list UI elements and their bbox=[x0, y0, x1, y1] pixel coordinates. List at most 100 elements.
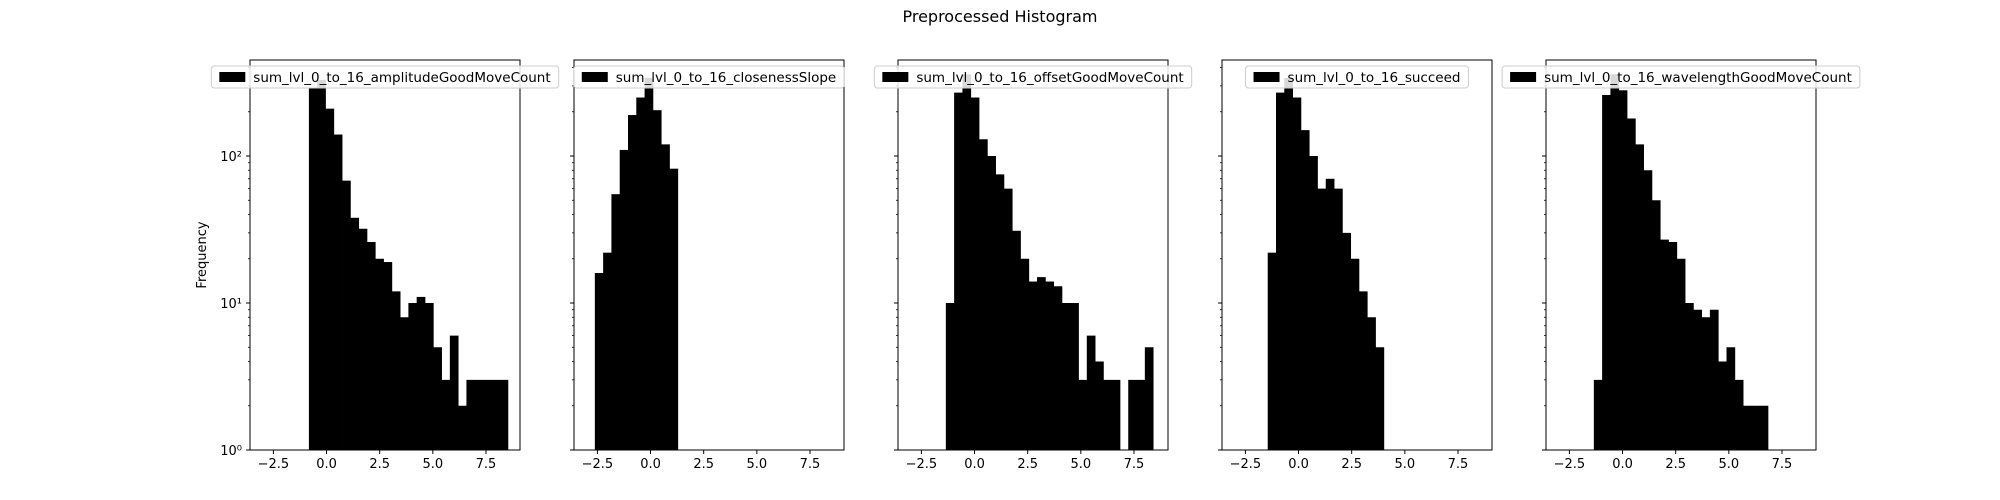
histogram-bar bbox=[987, 156, 996, 450]
histogram-bar bbox=[1292, 97, 1302, 451]
histogram-bar bbox=[1086, 335, 1096, 450]
x-tick-label: −2.5 bbox=[582, 457, 614, 472]
histogram-bar bbox=[979, 139, 988, 450]
y-axis-ticks bbox=[570, 67, 574, 451]
histogram-bar bbox=[1643, 170, 1653, 450]
x-tick-label: 2.5 bbox=[1017, 457, 1038, 472]
histogram-bar bbox=[1627, 118, 1636, 451]
histogram-bar bbox=[1342, 232, 1352, 450]
histogram-bar bbox=[1103, 379, 1113, 450]
histogram-bar bbox=[1593, 379, 1603, 450]
x-axis-ticks: −2.5 0.0 2.5 5.0 7.5 bbox=[582, 450, 821, 472]
legend-swatch bbox=[219, 72, 246, 82]
histogram-bar bbox=[644, 77, 654, 450]
histogram-bar bbox=[1284, 77, 1293, 450]
histogram-bar bbox=[1111, 379, 1121, 450]
legend-3: sum_lvl_0_to_16_offsetGoodMoveCount bbox=[873, 65, 1193, 89]
legends: sum_lvl_0_to_16_amplitudeGoodMoveCount su… bbox=[210, 65, 1861, 89]
legend-swatch bbox=[882, 72, 909, 82]
histogram-bar bbox=[1685, 303, 1694, 450]
histogram-panel-1: −2.5 0.0 2.5 5.0 7.5 10⁰ 10¹ 10² Frequency bbox=[195, 59, 521, 472]
histogram-panel-4: −2.5 0.0 2.5 5.0 7.5 bbox=[1218, 59, 1493, 472]
legend-swatch bbox=[1253, 72, 1280, 82]
x-tick-label: 7.5 bbox=[800, 457, 821, 472]
histogram-bars bbox=[594, 77, 679, 451]
axes-frame bbox=[573, 59, 845, 451]
histogram-bar bbox=[1267, 252, 1277, 450]
histogram-bar bbox=[1037, 277, 1046, 450]
histogram-bar bbox=[433, 347, 442, 450]
histogram-bars bbox=[308, 79, 509, 451]
histogram-bars bbox=[1593, 74, 1769, 451]
histogram-bar bbox=[366, 242, 376, 450]
histogram-panel-5: −2.5 0.0 2.5 5.0 7.5 bbox=[1542, 59, 1817, 472]
histogram-bar bbox=[458, 405, 467, 450]
histogram-bar bbox=[1144, 347, 1154, 450]
histogram-panel-3: −2.5 0.0 2.5 5.0 7.5 bbox=[894, 59, 1169, 472]
legend-box bbox=[1245, 65, 1469, 89]
histogram-bar bbox=[1726, 347, 1736, 450]
histogram-bar bbox=[1751, 405, 1761, 450]
histogram-bar bbox=[995, 174, 1005, 450]
histogram-bar bbox=[594, 273, 604, 450]
x-tick-label: −2.5 bbox=[1230, 457, 1262, 472]
histogram-bar bbox=[661, 144, 670, 450]
x-tick-label: 2.5 bbox=[1341, 457, 1362, 472]
histogram-bar bbox=[416, 296, 426, 450]
x-tick-label: 2.5 bbox=[369, 457, 390, 472]
histogram-bar bbox=[449, 335, 459, 450]
histogram-bar bbox=[400, 317, 409, 450]
histogram-bar bbox=[499, 379, 509, 450]
x-tick-label: 5.0 bbox=[1718, 457, 1739, 472]
histogram-bar bbox=[1668, 242, 1678, 450]
y-tick-label: 10⁰ bbox=[220, 444, 242, 459]
histogram-bar bbox=[474, 379, 484, 450]
y-axis-label: Frequency bbox=[195, 221, 210, 288]
histogram-bar bbox=[1759, 405, 1769, 450]
histogram-bar bbox=[1651, 200, 1661, 450]
x-tick-label: 7.5 bbox=[1448, 457, 1469, 472]
histogram-bar bbox=[628, 115, 637, 450]
histogram-bars bbox=[945, 74, 1154, 451]
histogram-bar bbox=[1635, 144, 1644, 450]
histogram-bar bbox=[333, 134, 343, 451]
histogram-bar bbox=[342, 180, 351, 450]
histogram-bar bbox=[1061, 303, 1071, 450]
histogram-bar bbox=[619, 149, 629, 450]
legend-label: sum_lvl_0_to_16_amplitudeGoodMoveCount bbox=[253, 70, 550, 86]
histogram-bar bbox=[441, 379, 451, 450]
histogram-bar bbox=[1300, 130, 1310, 450]
legend-5: sum_lvl_0_to_16_wavelengthGoodMoveCount bbox=[1501, 65, 1861, 89]
legend-4: sum_lvl_0_to_16_succeed bbox=[1245, 65, 1469, 89]
histogram-bar bbox=[1095, 361, 1104, 450]
histogram-bar bbox=[652, 110, 662, 450]
histogram-bar bbox=[1309, 156, 1318, 450]
histogram-bar bbox=[1276, 92, 1285, 451]
histogram-bar bbox=[325, 108, 335, 451]
y-tick-label: 10² bbox=[220, 150, 242, 165]
histogram-bar bbox=[350, 217, 360, 450]
histogram-bar bbox=[1743, 405, 1752, 450]
x-tick-label: −2.5 bbox=[906, 457, 938, 472]
y-tick-label: 10¹ bbox=[220, 297, 242, 312]
histogram-bar bbox=[383, 262, 393, 450]
histogram-bar bbox=[1701, 317, 1711, 450]
legend-label: sum_lvl_0_to_16_succeed bbox=[1288, 70, 1461, 86]
legend-box bbox=[873, 65, 1193, 89]
x-tick-label: 5.0 bbox=[746, 457, 767, 472]
y-axis-ticks: 10⁰ 10¹ 10² bbox=[220, 67, 250, 459]
legend-swatch bbox=[581, 72, 608, 82]
histogram-bar bbox=[1003, 188, 1013, 450]
histogram-bar bbox=[1602, 95, 1611, 451]
legend-box bbox=[1501, 65, 1861, 89]
x-tick-label: 7.5 bbox=[476, 457, 497, 472]
legend-1: sum_lvl_0_to_16_amplitudeGoodMoveCount bbox=[210, 65, 560, 89]
histogram-bar bbox=[1367, 317, 1376, 450]
legend-label: sum_lvl_0_to_16_wavelengthGoodMoveCount bbox=[1544, 70, 1852, 86]
axes-frame bbox=[897, 59, 1169, 451]
histogram-bar bbox=[1718, 361, 1727, 450]
histogram-bar bbox=[1317, 188, 1327, 450]
x-tick-label: 2.5 bbox=[693, 457, 714, 472]
histogram-bar bbox=[611, 194, 621, 450]
